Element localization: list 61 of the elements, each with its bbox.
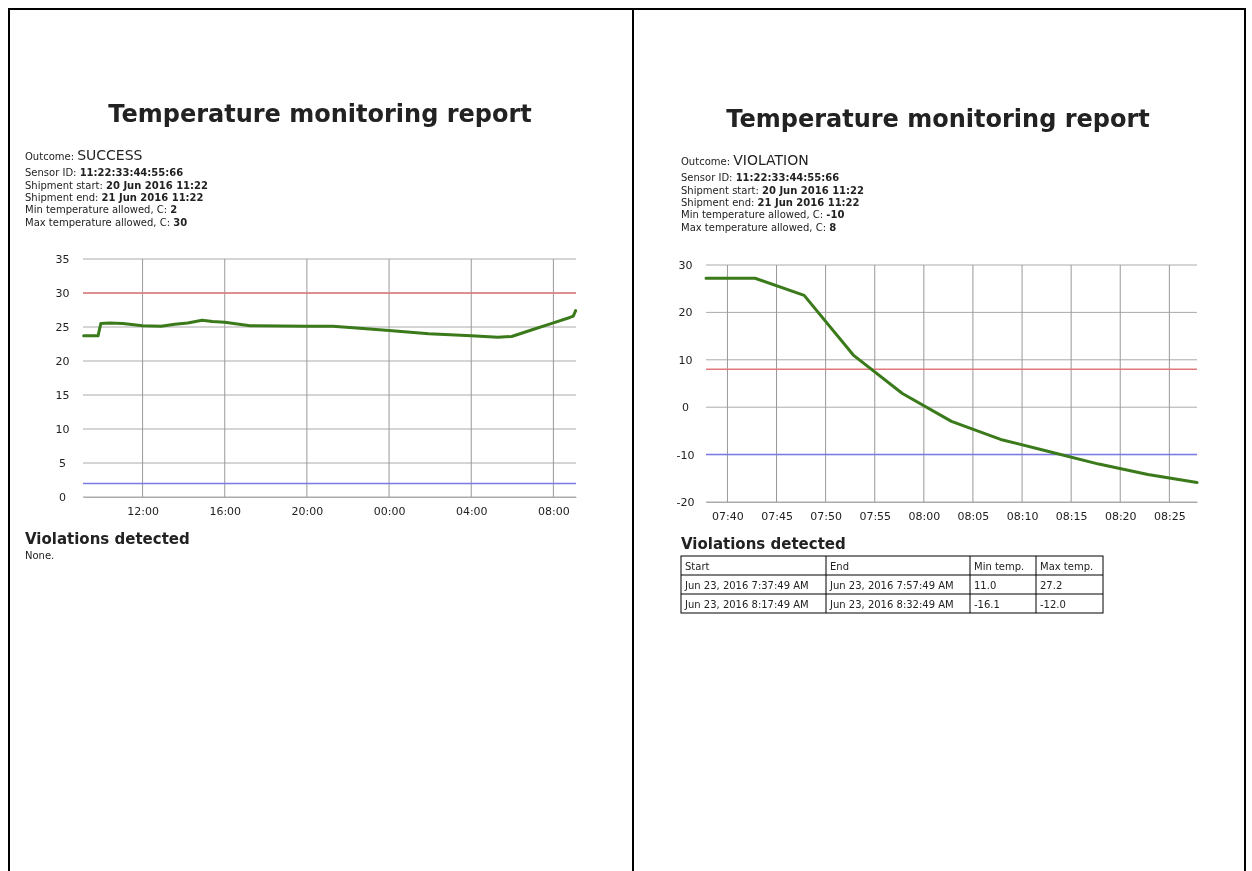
text: Sensor ID: 11:22:33:44:55:66 bbox=[25, 167, 184, 179]
text: 11.0 bbox=[974, 579, 997, 591]
text: Outcome: VIOLATION bbox=[681, 152, 809, 168]
y-tick-label: 0 bbox=[58, 491, 66, 505]
chart-title: Temperature monitoring report bbox=[726, 105, 1150, 133]
text: Jun 23, 2016 8:32:49 AM bbox=[829, 598, 954, 610]
text: Min temperature allowed, C: 2 bbox=[25, 204, 178, 216]
line-series bbox=[82, 309, 578, 339]
x-tick-label: 08:15 bbox=[1055, 509, 1088, 523]
text: Shipment end: 21 Jun 2016 11:22 bbox=[25, 191, 204, 203]
x-tick-label: 07:50 bbox=[810, 509, 842, 523]
x-tick-label: 00:00 bbox=[373, 504, 406, 518]
text: Min temperature allowed, C: -10 bbox=[681, 209, 845, 221]
y-tick-label: -20 bbox=[676, 496, 695, 510]
text: -12.0 bbox=[1040, 598, 1066, 610]
text: Jun 23, 2016 7:37:49 AM bbox=[684, 579, 809, 591]
text: Max temperature allowed, C: 30 bbox=[25, 216, 188, 228]
y-tick-label: -10 bbox=[676, 448, 695, 462]
y-tick-label: 30 bbox=[678, 259, 693, 273]
text: Jun 23, 2016 8:17:49 AM bbox=[684, 598, 809, 610]
text: Shipment start: 20 Jun 2016 11:22 bbox=[25, 179, 209, 191]
x-tick-label: 07:55 bbox=[859, 509, 892, 523]
text: Violations detected bbox=[25, 530, 190, 548]
text: End bbox=[830, 560, 850, 572]
text: Jun 23, 2016 7:57:49 AM bbox=[829, 579, 954, 591]
text: Min temp. bbox=[974, 560, 1025, 572]
x-tick-label: 07:40 bbox=[712, 509, 744, 523]
text: Start bbox=[685, 560, 710, 572]
y-tick-label: 25 bbox=[55, 321, 70, 335]
x-tick-label: 08:10 bbox=[1006, 509, 1039, 523]
x-tick-label: 08:25 bbox=[1154, 509, 1186, 523]
x-tick-label: 16:00 bbox=[209, 504, 242, 518]
y-tick-label: 10 bbox=[678, 353, 693, 367]
x-tick-label: 07:45 bbox=[761, 509, 793, 523]
text: None. bbox=[25, 550, 55, 561]
text: Max temp. bbox=[1040, 560, 1094, 572]
x-tick-label: 20:00 bbox=[291, 504, 324, 518]
y-tick-label: 0 bbox=[681, 401, 689, 415]
text: Shipment start: 20 Jun 2016 11:22 bbox=[681, 184, 865, 196]
text: -16.1 bbox=[974, 598, 1000, 610]
text: Sensor ID: 11:22:33:44:55:66 bbox=[681, 172, 840, 184]
y-tick-label: 5 bbox=[58, 457, 66, 471]
text: Violations detected bbox=[681, 535, 846, 553]
y-tick-label: 10 bbox=[55, 423, 70, 437]
y-tick-label: 15 bbox=[55, 389, 70, 403]
text: Outcome: SUCCESS bbox=[25, 147, 143, 163]
x-tick-label: 08:00 bbox=[538, 504, 570, 518]
y-tick-label: 35 bbox=[55, 253, 70, 267]
chart-title: Temperature monitoring report bbox=[108, 100, 532, 128]
text: Max temperature allowed, C: 8 bbox=[681, 221, 837, 233]
x-tick-label: 04:00 bbox=[455, 504, 488, 518]
text: Shipment end: 21 Jun 2016 11:22 bbox=[681, 196, 860, 208]
y-tick-label: 30 bbox=[55, 287, 70, 301]
x-tick-label: 12:00 bbox=[127, 504, 159, 518]
y-tick-label: 20 bbox=[678, 306, 693, 320]
text: 27.2 bbox=[1040, 579, 1063, 591]
x-tick-label: 08:20 bbox=[1104, 509, 1137, 523]
x-tick-label: 08:00 bbox=[908, 509, 941, 523]
line-series bbox=[704, 276, 1199, 485]
y-tick-label: 20 bbox=[55, 355, 70, 369]
x-tick-label: 08:05 bbox=[957, 509, 990, 523]
